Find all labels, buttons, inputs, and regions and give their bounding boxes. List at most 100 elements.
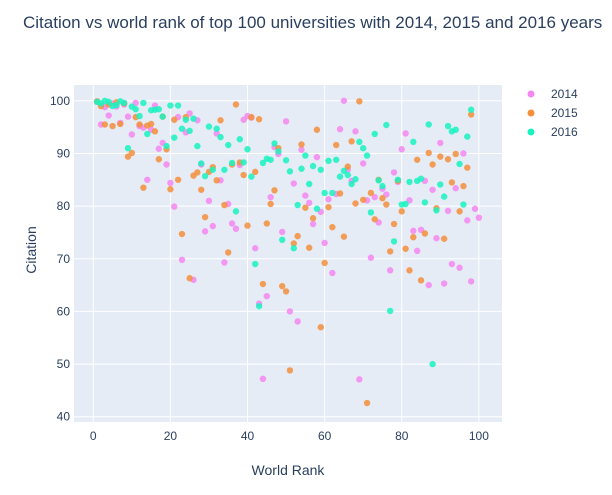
data-point[interactable] — [255, 116, 263, 123]
data-point[interactable] — [225, 141, 232, 149]
data-point[interactable] — [244, 146, 251, 153]
legend-item[interactable]: 2016 — [527, 125, 579, 139]
data-point[interactable] — [456, 208, 463, 215]
data-point[interactable] — [194, 169, 201, 176]
data-point[interactable] — [263, 292, 270, 300]
data-point[interactable] — [464, 133, 471, 140]
data-point[interactable] — [171, 116, 178, 123]
data-point[interactable] — [240, 171, 247, 179]
data-point[interactable] — [105, 98, 112, 106]
data-point[interactable] — [221, 201, 228, 209]
data-point[interactable] — [390, 220, 398, 228]
data-point[interactable] — [167, 102, 174, 109]
data-point[interactable] — [221, 166, 228, 173]
data-point[interactable] — [279, 228, 286, 236]
data-point[interactable] — [255, 302, 263, 310]
data-point[interactable] — [294, 318, 301, 325]
data-point[interactable] — [105, 112, 112, 119]
data-point[interactable] — [290, 180, 297, 187]
data-point[interactable] — [440, 235, 448, 242]
data-point[interactable] — [321, 189, 328, 197]
data-point[interactable] — [209, 166, 217, 173]
data-point[interactable] — [371, 216, 378, 223]
data-point[interactable] — [232, 225, 240, 232]
data-point[interactable] — [186, 275, 193, 282]
data-point[interactable] — [298, 146, 305, 153]
data-point[interactable] — [410, 233, 417, 241]
data-point[interactable] — [425, 149, 432, 157]
legend[interactable]: 2014 2015 2016 — [527, 87, 579, 139]
data-point[interactable] — [437, 139, 444, 147]
data-point[interactable] — [332, 156, 340, 163]
data-point[interactable] — [433, 207, 440, 214]
data-point[interactable] — [248, 173, 255, 180]
data-point[interactable] — [429, 186, 436, 193]
data-point[interactable] — [386, 248, 394, 255]
data-point[interactable] — [167, 179, 174, 187]
data-point[interactable] — [140, 99, 147, 107]
data-point[interactable] — [394, 176, 402, 183]
data-point[interactable] — [228, 220, 236, 227]
data-point[interactable] — [174, 102, 182, 109]
data-point[interactable] — [309, 162, 317, 170]
data-point[interactable] — [383, 201, 390, 208]
data-point[interactable] — [271, 187, 278, 194]
data-point[interactable] — [390, 169, 398, 176]
data-point[interactable] — [329, 269, 336, 277]
data-point[interactable] — [302, 152, 309, 159]
data-point[interactable] — [174, 176, 182, 183]
data-point[interactable] — [205, 123, 213, 130]
data-point[interactable] — [367, 209, 375, 216]
data-point[interactable] — [410, 138, 417, 146]
data-point[interactable] — [217, 117, 224, 124]
data-point[interactable] — [371, 193, 378, 201]
data-point[interactable] — [279, 236, 286, 244]
data-point[interactable] — [390, 238, 398, 245]
data-point[interactable] — [120, 99, 128, 107]
data-point[interactable] — [356, 98, 363, 105]
data-point[interactable] — [429, 360, 436, 368]
data-point[interactable] — [340, 233, 348, 240]
data-point[interactable] — [402, 130, 409, 137]
data-point[interactable] — [417, 277, 425, 284]
data-point[interactable] — [375, 177, 382, 184]
data-point[interactable] — [201, 172, 209, 180]
data-point[interactable] — [205, 197, 213, 205]
data-point[interactable] — [252, 245, 259, 252]
data-point[interactable] — [225, 249, 232, 256]
data-point[interactable] — [309, 220, 317, 228]
data-point[interactable] — [109, 122, 116, 130]
data-point[interactable] — [371, 130, 378, 138]
data-point[interactable] — [448, 260, 456, 268]
data-point[interactable] — [124, 144, 132, 152]
data-point[interactable] — [417, 175, 425, 182]
data-point[interactable] — [340, 167, 348, 175]
data-point[interactable] — [217, 133, 224, 141]
data-point[interactable] — [228, 159, 236, 167]
data-point[interactable] — [313, 126, 321, 133]
data-point[interactable] — [232, 208, 240, 215]
data-point[interactable] — [444, 156, 452, 163]
data-point[interactable] — [306, 244, 313, 251]
data-point[interactable] — [201, 213, 209, 221]
data-point[interactable] — [440, 280, 448, 287]
data-point[interactable] — [452, 185, 459, 192]
data-point[interactable] — [259, 280, 267, 288]
data-point[interactable] — [383, 121, 390, 129]
data-point[interactable] — [456, 160, 463, 168]
data-point[interactable] — [321, 259, 328, 267]
data-point[interactable] — [267, 193, 274, 201]
data-point[interactable] — [437, 181, 444, 188]
data-point[interactable] — [352, 176, 359, 183]
data-point[interactable] — [298, 165, 305, 172]
data-point[interactable] — [464, 217, 471, 224]
data-point[interactable] — [325, 157, 332, 165]
data-point[interactable] — [352, 200, 359, 207]
data-point[interactable] — [437, 153, 444, 160]
data-point[interactable] — [317, 324, 324, 331]
data-point[interactable] — [132, 106, 139, 113]
data-point[interactable] — [259, 375, 267, 383]
data-point[interactable] — [128, 149, 136, 157]
data-point[interactable] — [144, 176, 151, 183]
data-point[interactable] — [429, 161, 436, 168]
